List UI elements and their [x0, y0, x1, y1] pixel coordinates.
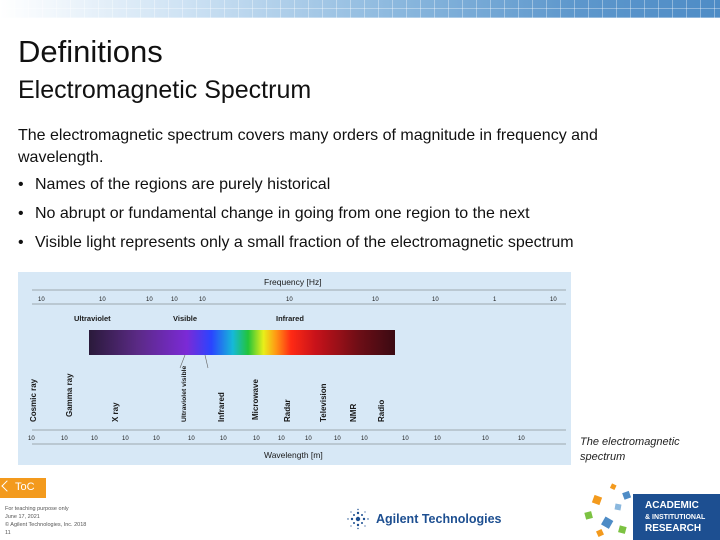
badge-line-2: & INSTITUTIONAL: [645, 514, 706, 521]
region-label-radio: Radio: [377, 400, 386, 422]
toc-label: ToC: [15, 481, 35, 493]
company-name: Agilent Technologies: [376, 512, 502, 526]
band-label-ultraviolet: Ultraviolet: [74, 314, 111, 323]
badge-line-3: RESEARCH: [645, 523, 702, 534]
bullet-list: • Names of the regions are purely histori…: [18, 172, 574, 259]
band-label-visible: Visible: [173, 314, 197, 323]
header-band: [0, 0, 720, 18]
footer-notes: For teaching purpose only June 17, 2021 …: [5, 506, 87, 536]
region-label-television: Television: [319, 383, 328, 422]
region-label-gamma-ray: Gamma ray: [65, 373, 74, 417]
wavelength-axis-title: Wavelength [m]: [264, 450, 323, 460]
toc-button[interactable]: ToC: [0, 478, 46, 498]
region-label-cosmic-ray: Cosmic ray: [29, 378, 38, 422]
slide-title: Definitions: [18, 34, 163, 69]
region-label-microwave: Microwave: [251, 379, 260, 420]
region-label-nmr: NMR: [349, 404, 358, 422]
spectrum-figure: Frequency [Hz] 10 10 10 10 10 10 10 10 1 10 Ultra…: [18, 272, 571, 465]
bullet-item: • No abrupt or fundamental change in goin…: [18, 205, 530, 222]
band-label-infrared: Infrared: [276, 314, 304, 323]
spectrum-color-bar: [89, 330, 395, 355]
region-label-radar: Radar: [283, 399, 292, 422]
agilent-spark-icon: [347, 508, 369, 530]
intro-text: The electromagnetic spectrum covers many…: [18, 127, 598, 166]
bullet-item: • Names of the regions are purely histori…: [18, 176, 331, 193]
academic-research-badge: ACADEMIC & INSTITUTIONAL RESEARCH: [575, 470, 720, 540]
region-label-infrared: Infrared: [217, 392, 226, 422]
region-label-x-ray: X ray: [111, 402, 120, 422]
slide-subtitle: Electromagnetic Spectrum: [18, 76, 312, 104]
bullet-item: • Visible light represents only a small f…: [18, 234, 574, 251]
badge-line-1: ACADEMIC: [645, 500, 699, 511]
chevron-left-icon: [1, 480, 13, 492]
decorative-squares-icon: [584, 483, 632, 537]
figure-caption: The electromagnetic spectrum: [580, 436, 680, 463]
frequency-axis-title: Frequency [Hz]: [264, 277, 322, 287]
region-label-ultraviolet-visible: Ultraviolet visible: [181, 365, 188, 422]
